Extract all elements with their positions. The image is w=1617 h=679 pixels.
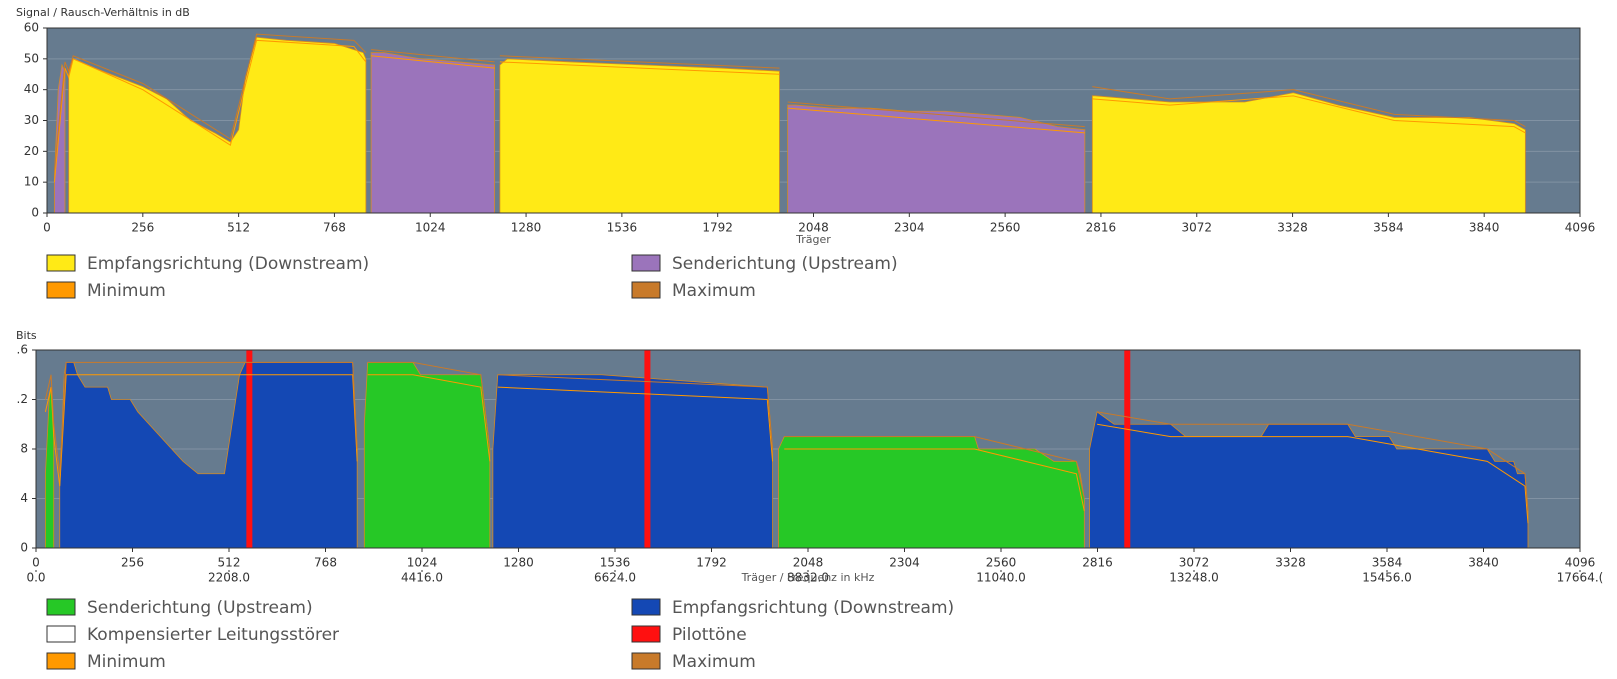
legend-label: Maximum [672, 281, 756, 301]
x2-tick-label: 8832.0 [787, 571, 829, 585]
x-tick-label: 512 [218, 556, 241, 570]
y-tick-label: 20 [24, 144, 39, 158]
x-tick-label: 3072 [1179, 556, 1210, 570]
y-tick-label: 0 [31, 206, 39, 220]
x-tick-label: 2048 [798, 221, 829, 235]
x-tick-label: 2816 [1086, 221, 1117, 235]
plot-border [46, 27, 1581, 214]
x-tick-label: 0 [43, 221, 51, 235]
x-tick-label: 3328 [1277, 221, 1308, 235]
line [53, 39, 1526, 183]
x-tick-label: 1792 [696, 556, 727, 570]
x-tick-label: 2816 [1082, 556, 1113, 570]
x-tick-label: 1280 [511, 221, 542, 235]
legend-label: Minimum [87, 652, 166, 672]
x2-tick-label: 11040.0 [976, 571, 1026, 585]
x-tick-label: 0 [32, 556, 40, 570]
legend-swatch [631, 625, 661, 643]
x-tick-label: 1280 [503, 556, 534, 570]
x-tick-label: 768 [323, 221, 346, 235]
axis-title: Bits [16, 329, 37, 342]
x-tick-label: 4096 [1565, 221, 1596, 235]
y-tick-label: 50 [24, 51, 39, 65]
legend-label: Maximum [672, 652, 756, 672]
x2-tick-label: 15456.0 [1362, 571, 1412, 585]
x-tick-label: 4096 [1565, 556, 1596, 570]
x-axis-label: Träger / Frequenz in kHz [741, 571, 875, 584]
x-tick-label: 1792 [702, 221, 733, 235]
legend-label: Senderichtung (Upstream) [672, 254, 898, 274]
legend-swatch [46, 598, 76, 616]
y-tick-label: 0 [20, 541, 28, 555]
legend-label: Minimum [87, 281, 166, 301]
x-tick-label: 2304 [894, 221, 925, 235]
x-tick-label: 1536 [607, 221, 638, 235]
x-tick-label: 3840 [1468, 556, 1499, 570]
pilot-tone [1124, 350, 1131, 548]
legend-label: Empfangsrichtung (Downstream) [87, 254, 369, 274]
x-tick-label: 2304 [889, 556, 920, 570]
x-tick-label: 3584 [1373, 221, 1404, 235]
legend-swatch [46, 652, 76, 670]
x-tick-label: 256 [121, 556, 144, 570]
area [68, 36, 1526, 214]
pilot-tone [246, 350, 253, 548]
x-tick-label: 1536 [600, 556, 631, 570]
legend-label: Pilottöne [672, 625, 747, 645]
y-tick-label: 30 [24, 113, 39, 127]
x2-tick-label: 6624.0 [594, 571, 636, 585]
legend-label: Kompensierter Leitungsstörer [87, 625, 339, 645]
legend-label: Empfangsrichtung (Downstream) [672, 598, 954, 618]
line [44, 361, 1529, 511]
pilot-tone [644, 350, 651, 548]
x-tick-label: 2560 [986, 556, 1017, 570]
x-tick-label: 2560 [990, 221, 1021, 235]
x-tick-label: 256 [131, 221, 154, 235]
y-tick-label: 40 [24, 82, 39, 96]
line [53, 33, 1526, 170]
x-tick-label: 1024 [407, 556, 438, 570]
x-tick-label: 3840 [1469, 221, 1500, 235]
y-tick-label: 4 [20, 491, 28, 505]
x-tick-label: 2048 [793, 556, 824, 570]
x2-tick-label: 4416.0 [401, 571, 443, 585]
legend-swatch [46, 281, 76, 299]
y-tick-label: .6 [17, 343, 28, 357]
x-tick-label: 3328 [1275, 556, 1306, 570]
x2-tick-label: 13248.0 [1169, 571, 1219, 585]
legend-label: Senderichtung (Upstream) [87, 598, 313, 618]
y-tick-label: 8 [20, 442, 28, 456]
y-tick-label: 10 [24, 175, 39, 189]
plot-border [35, 349, 1581, 549]
x2-tick-label: 0.0 [26, 571, 45, 585]
y-tick-label: 60 [24, 21, 39, 35]
legend-swatch [631, 254, 661, 272]
legend-swatch [46, 254, 76, 272]
legend-swatch [631, 652, 661, 670]
y-tick-label: .2 [17, 392, 28, 406]
legend-swatch [631, 281, 661, 299]
x2-tick-label: 2208.0 [208, 571, 250, 585]
legend-swatch [631, 598, 661, 616]
line [44, 374, 1529, 524]
x-tick-label: 1024 [415, 221, 446, 235]
x-tick-label: 512 [227, 221, 250, 235]
x-axis-label: Träger [795, 233, 831, 246]
axis-title: Signal / Rausch-Verhältnis in dB [16, 6, 190, 19]
x-tick-label: 3584 [1372, 556, 1403, 570]
x-tick-label: 768 [314, 556, 337, 570]
x2-tick-label: 17664.( [1557, 571, 1604, 585]
legend-swatch [46, 625, 76, 643]
x-tick-label: 3072 [1181, 221, 1212, 235]
